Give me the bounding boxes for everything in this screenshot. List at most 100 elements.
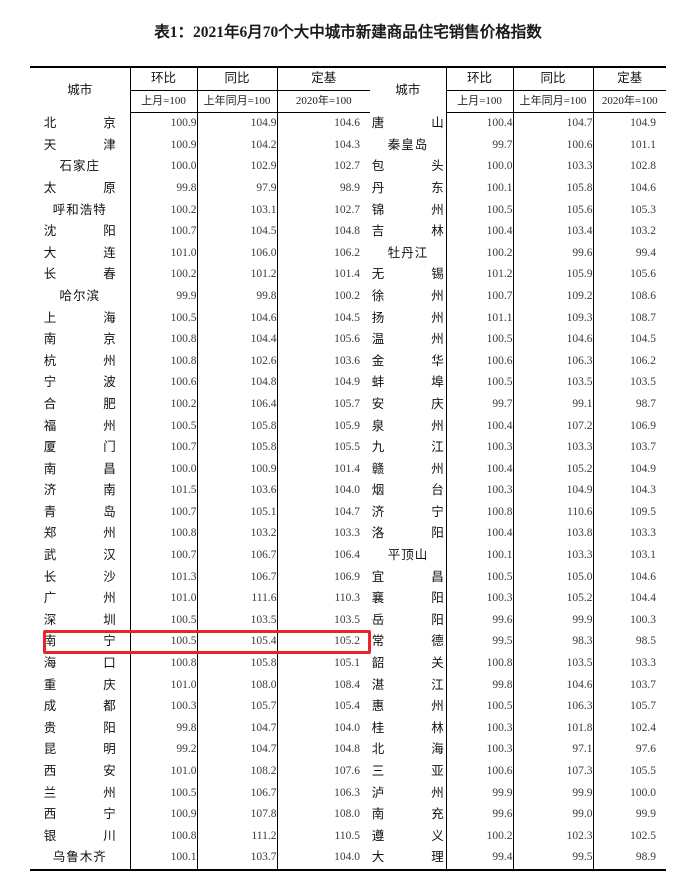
cell-yoy: 104.6: [197, 307, 278, 330]
table-row[interactable]: 沈阳 100.7 104.5 104.8: [30, 221, 370, 243]
table-row[interactable]: 大连 101.0 106.0 106.2: [30, 242, 370, 265]
table-row[interactable]: 锦州 100.5 105.6 105.3: [370, 199, 666, 222]
table-row[interactable]: 青岛 100.7 105.1 104.7: [30, 501, 370, 524]
table-row[interactable]: 兰州 100.5 106.7 106.3: [30, 782, 370, 805]
table-row[interactable]: 重庆 101.0 108.0 108.4: [30, 674, 370, 697]
table-row[interactable]: 丹东 100.1 105.8 104.6: [370, 177, 666, 200]
cell-city: 包头: [370, 156, 447, 178]
table-row[interactable]: 温州 100.5 104.6 104.5: [370, 329, 666, 351]
table-row[interactable]: 赣州 100.4 105.2 104.9: [370, 458, 666, 481]
table-row[interactable]: 呼和浩特 100.2 103.1 102.7: [30, 199, 370, 222]
price-index-table-right: 城市 环比 同比 定基 上月=100 上年同月=100 2020年=100 唐山…: [370, 65, 666, 871]
cell-city: 太原: [30, 177, 131, 200]
table-row[interactable]: 天津 100.9 104.2 104.3: [30, 134, 370, 157]
header-sub-yoy-right: 上年同月=100: [513, 90, 594, 114]
table-row[interactable]: 福州 100.5 105.8 105.9: [30, 415, 370, 438]
table-row[interactable]: 贵阳 99.8 104.7 104.0: [30, 717, 370, 740]
table-row[interactable]: 郑州 100.8 103.2 103.3: [30, 523, 370, 546]
cell-base: 104.6: [334, 117, 360, 130]
cell-base: 105.6: [334, 333, 360, 346]
table-row[interactable]: 武汉 100.7 106.7 106.4: [30, 545, 370, 567]
cell-city: 南宁: [30, 631, 131, 654]
table-row[interactable]: 太原 99.8 97.9 98.9: [30, 177, 370, 200]
table-row[interactable]: 南宁 100.5 105.4 105.2: [30, 631, 370, 654]
table-row[interactable]: 泉州 100.4 107.2 106.9: [370, 415, 666, 438]
table-row[interactable]: 蚌埠 100.5 103.5 103.5: [370, 372, 666, 394]
table-row[interactable]: 徐州 100.7 109.2 108.6: [370, 285, 666, 308]
table-row[interactable]: 三亚 100.6 107.3 105.5: [370, 761, 666, 783]
table-row[interactable]: 北海 100.3 97.1 97.6: [370, 739, 666, 761]
table-row[interactable]: 南昌 100.0 100.9 101.4: [30, 458, 370, 481]
table-row[interactable]: 长沙 101.3 106.7 106.9: [30, 566, 370, 589]
table-row[interactable]: 牡丹江 100.2 99.6 99.4: [370, 242, 666, 265]
cell-city: 西安: [30, 761, 131, 783]
header-group-mom-right: 环比: [446, 65, 514, 91]
table-row[interactable]: 包头 100.0 103.3 102.8: [370, 156, 666, 178]
cell-yoy: 105.8: [513, 177, 594, 200]
table-row[interactable]: 襄阳 100.3 105.2 104.4: [370, 588, 666, 610]
cell-mom: 100.6: [130, 372, 198, 394]
cell-base: 100.0: [630, 786, 656, 799]
table-row[interactable]: 合肥 100.2 106.4 105.7: [30, 393, 370, 416]
header-sub-mom-right: 上月=100: [446, 90, 514, 114]
table-row[interactable]: 烟台 100.3 104.9 104.3: [370, 480, 666, 502]
cell-mom: 100.3: [446, 717, 514, 740]
cell-city: 徐州: [370, 285, 447, 308]
table-row[interactable]: 洛阳 100.4 103.8 103.3: [370, 523, 666, 546]
table-row[interactable]: 岳阳 99.6 99.9 100.3: [370, 609, 666, 632]
table-row[interactable]: 湛江 99.8 104.6 103.7: [370, 674, 666, 697]
table-row[interactable]: 广州 101.0 111.6 110.3: [30, 588, 370, 610]
table-row[interactable]: 杭州 100.8 102.6 103.6: [30, 350, 370, 373]
table-row[interactable]: 厦门 100.7 105.8 105.5: [30, 437, 370, 459]
table-row[interactable]: 昆明 99.2 104.7 104.8: [30, 739, 370, 761]
cell-city: 郑州: [30, 523, 131, 546]
table-row[interactable]: 金华 100.6 106.3 106.2: [370, 350, 666, 373]
table-row[interactable]: 常德 99.5 98.3 98.5: [370, 631, 666, 654]
header-city-right: 城市: [370, 66, 447, 113]
table-row[interactable]: 石家庄 100.0 102.9 102.7: [30, 156, 370, 178]
cell-base: 106.9: [630, 419, 656, 432]
cell-base: 103.3: [630, 657, 656, 670]
table-row[interactable]: 桂林 100.3 101.8 102.4: [370, 717, 666, 740]
cell-yoy: 110.6: [513, 501, 594, 524]
cell-base: 105.2: [334, 635, 360, 648]
table-row[interactable]: 长春 100.2 101.2 101.4: [30, 264, 370, 286]
table-row[interactable]: 上海 100.5 104.6 104.5: [30, 307, 370, 330]
table-row[interactable]: 深圳 100.5 103.5 103.5: [30, 609, 370, 632]
table-row[interactable]: 乌鲁木齐 100.1 103.7 104.0: [30, 847, 370, 871]
table-row[interactable]: 宁波 100.6 104.8 104.9: [30, 372, 370, 394]
table-row[interactable]: 扬州 101.1 109.3 108.7: [370, 307, 666, 330]
table-row[interactable]: 银川 100.8 111.2 110.5: [30, 825, 370, 848]
cell-yoy: 100.9: [197, 458, 278, 481]
table-row[interactable]: 宜昌 100.5 105.0 104.6: [370, 566, 666, 589]
cell-mom: 99.9: [130, 285, 198, 308]
cell-city: 深圳: [30, 609, 131, 632]
table-row[interactable]: 秦皇岛 99.7 100.6 101.1: [370, 134, 666, 157]
table-row[interactable]: 哈尔滨 99.9 99.8 100.2: [30, 285, 370, 308]
table-row[interactable]: 北京 100.9 104.9 104.6: [30, 112, 370, 135]
table-row[interactable]: 安庆 99.7 99.1 98.7: [370, 393, 666, 416]
table-row[interactable]: 吉林 100.4 103.4 103.2: [370, 221, 666, 243]
cell-mom: 99.6: [446, 609, 514, 632]
table-row[interactable]: 惠州 100.5 106.3 105.7: [370, 696, 666, 718]
cell-base: 98.9: [593, 847, 666, 871]
cell-mom: 100.4: [446, 523, 514, 546]
table-row[interactable]: 大理 99.4 99.5 98.9: [370, 847, 666, 871]
table-row[interactable]: 济宁 100.8 110.6 109.5: [370, 501, 666, 524]
table-row[interactable]: 南京 100.8 104.4 105.6: [30, 329, 370, 351]
cell-mom: 99.8: [130, 717, 198, 740]
cell-base: 98.9: [339, 181, 360, 194]
table-row[interactable]: 遵义 100.2 102.3 102.5: [370, 825, 666, 848]
table-row[interactable]: 无锡 101.2 105.9 105.6: [370, 264, 666, 286]
table-row[interactable]: 唐山 100.4 104.7 104.9: [370, 112, 666, 135]
table-row[interactable]: 韶关 100.8 103.5 103.3: [370, 653, 666, 675]
table-row[interactable]: 成都 100.3 105.7 105.4: [30, 696, 370, 718]
cell-yoy: 99.6: [513, 242, 594, 265]
table-row[interactable]: 海口 100.8 105.8 105.1: [30, 653, 370, 675]
table-row[interactable]: 泸州 99.9 99.9 100.0: [370, 782, 666, 805]
table-row[interactable]: 平顶山 100.1 103.3 103.1: [370, 545, 666, 567]
table-row[interactable]: 西安 101.0 108.2 107.6: [30, 761, 370, 783]
table-row[interactable]: 济南 101.5 103.6 104.0: [30, 480, 370, 502]
cell-mom: 100.9: [130, 134, 198, 157]
table-row[interactable]: 九江 100.3 103.3 103.7: [370, 437, 666, 459]
